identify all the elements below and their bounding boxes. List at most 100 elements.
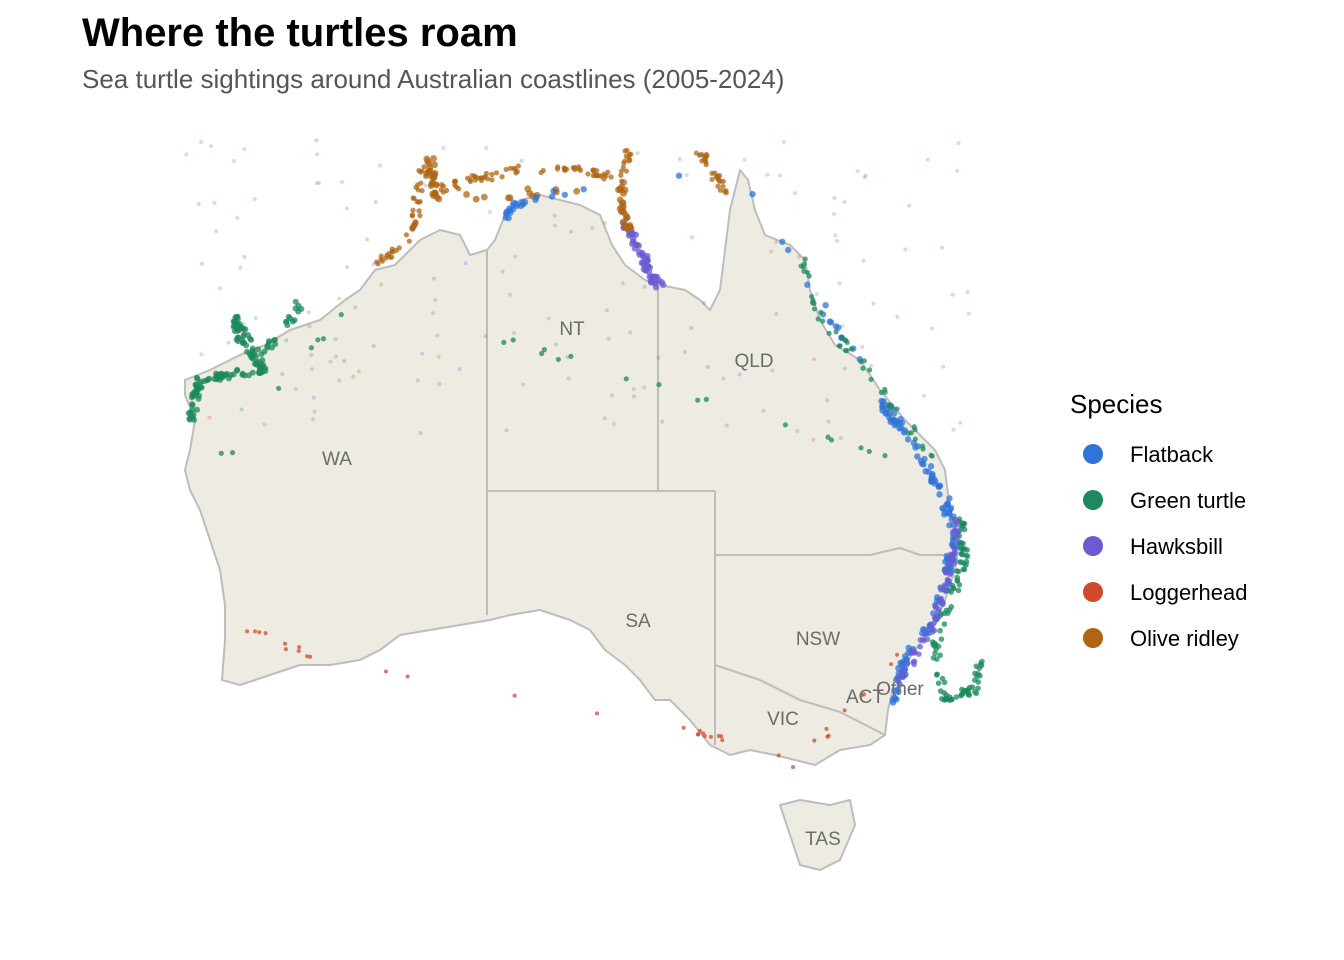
sighting xyxy=(935,608,941,615)
sighting xyxy=(256,364,263,371)
sighting xyxy=(918,460,926,467)
sighting xyxy=(932,643,938,649)
sighting xyxy=(904,436,912,443)
sighting xyxy=(561,165,567,171)
sighting xyxy=(949,558,956,565)
sighting xyxy=(833,329,839,335)
sighting xyxy=(800,264,806,270)
sighting xyxy=(371,344,376,349)
sighting xyxy=(695,732,700,737)
sighting xyxy=(940,245,945,250)
sighting xyxy=(859,693,864,698)
sighting xyxy=(257,369,264,376)
sighting xyxy=(410,195,416,201)
sighting xyxy=(452,179,458,185)
sighting xyxy=(590,226,595,231)
sighting xyxy=(954,530,961,536)
sighting xyxy=(826,419,831,424)
sighting xyxy=(940,599,946,606)
title: Where the turtles roam xyxy=(82,11,518,55)
sighting xyxy=(510,337,516,343)
sighting xyxy=(642,385,647,390)
sighting xyxy=(639,251,646,259)
sighting xyxy=(742,157,747,162)
sighting xyxy=(229,450,236,456)
legend-swatch xyxy=(1083,536,1103,556)
sighting xyxy=(244,348,251,355)
sighting xyxy=(242,254,247,259)
sighting xyxy=(215,374,222,381)
sighting xyxy=(283,647,288,652)
sighting xyxy=(623,376,629,382)
sighting xyxy=(959,686,965,693)
sighting xyxy=(961,560,967,567)
sighting xyxy=(423,183,428,188)
sighting xyxy=(430,155,437,162)
sighting xyxy=(236,326,243,333)
land xyxy=(184,169,961,871)
legend-label: Olive ridley xyxy=(1130,626,1239,651)
sighting xyxy=(189,401,196,408)
sighting xyxy=(480,193,488,201)
sighting xyxy=(646,273,653,280)
sighting xyxy=(878,389,885,396)
sighting xyxy=(241,322,246,327)
sighting xyxy=(365,237,370,242)
sighting xyxy=(860,345,865,350)
sighting xyxy=(945,561,952,568)
legend-swatch xyxy=(1083,490,1103,510)
sighting xyxy=(894,406,900,412)
sighting xyxy=(886,402,893,408)
sighting xyxy=(833,233,838,238)
sighting xyxy=(629,238,637,245)
sighting xyxy=(818,309,824,315)
sighting xyxy=(194,406,201,413)
sighting xyxy=(842,366,847,371)
sighting xyxy=(238,265,243,270)
sighting xyxy=(196,202,201,207)
sighting xyxy=(715,183,721,189)
sighting xyxy=(500,269,505,274)
sighting xyxy=(941,364,946,369)
sighting xyxy=(264,342,271,349)
sighting xyxy=(954,574,960,581)
sighting xyxy=(825,434,831,440)
sighting xyxy=(296,648,301,653)
sighting xyxy=(283,641,288,646)
sighting xyxy=(795,428,800,433)
sighting xyxy=(605,169,611,175)
sighting xyxy=(898,419,906,426)
sighting xyxy=(910,648,916,655)
sighting xyxy=(242,147,247,152)
sighting xyxy=(677,157,682,162)
sighting xyxy=(955,568,962,575)
sighting xyxy=(834,238,839,243)
sighting xyxy=(804,281,811,288)
sighting xyxy=(882,389,888,395)
sighting xyxy=(504,428,509,433)
sighting xyxy=(890,406,896,412)
sighting xyxy=(963,552,969,559)
sighting xyxy=(253,629,258,634)
sighting xyxy=(950,544,957,550)
sighting xyxy=(310,417,315,422)
sighting xyxy=(249,353,256,360)
sighting xyxy=(675,172,683,179)
sighting xyxy=(946,495,953,502)
sighting xyxy=(438,187,444,193)
sighting xyxy=(715,176,721,182)
sighting xyxy=(339,179,344,184)
sighting xyxy=(933,656,940,662)
sighting xyxy=(944,500,951,507)
sighting xyxy=(951,550,957,557)
sighting xyxy=(199,352,204,357)
sighting xyxy=(418,180,424,186)
sighting xyxy=(570,165,576,171)
sighting xyxy=(280,372,285,377)
sighting xyxy=(611,422,616,427)
region-label: SA xyxy=(625,611,651,632)
sighting xyxy=(209,144,214,149)
sighting xyxy=(406,238,412,244)
sighting xyxy=(375,261,381,267)
sighting xyxy=(975,679,982,685)
